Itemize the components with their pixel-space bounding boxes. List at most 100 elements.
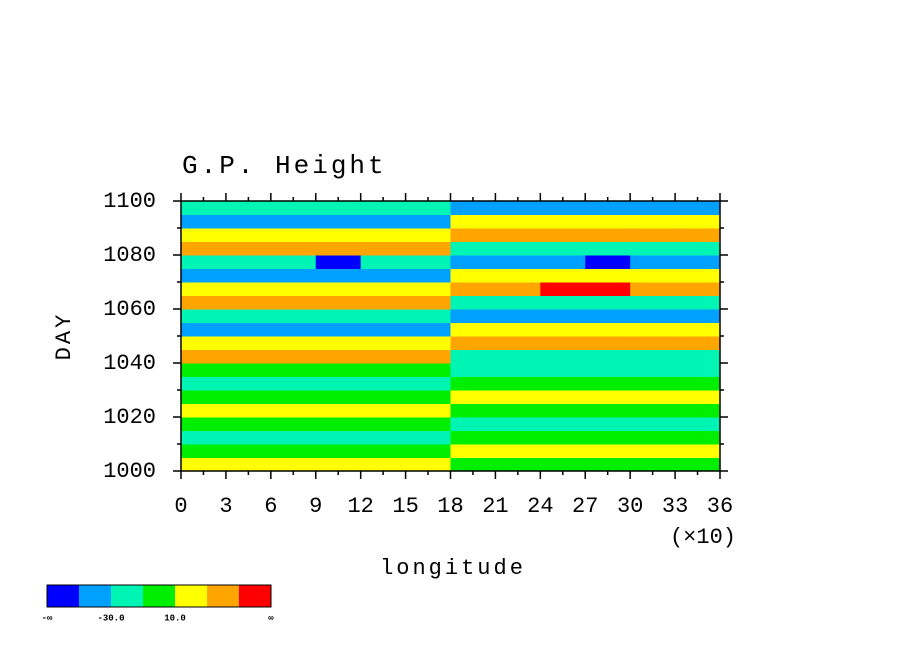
contour-cell	[450, 309, 496, 323]
contour-cell	[315, 201, 362, 215]
contour-cell	[585, 376, 631, 391]
contour-cell	[450, 444, 496, 458]
contour-cell	[450, 363, 496, 377]
contour-cell	[540, 376, 586, 391]
contour-cell	[225, 309, 272, 323]
contour-cell	[181, 363, 227, 377]
x-tick-label: 18	[437, 494, 463, 519]
contour-cell	[315, 282, 362, 296]
contour-cell	[225, 322, 272, 337]
contour-cell	[585, 444, 631, 458]
contour-cell	[315, 457, 362, 472]
contour-cell	[405, 282, 451, 296]
contour-cell	[360, 255, 407, 269]
contour-cell	[450, 430, 496, 445]
contour-cell	[360, 309, 407, 323]
contour-cell	[315, 336, 362, 350]
x-tick-label: 36	[707, 494, 733, 519]
contour-cell	[315, 430, 362, 445]
contour-cell	[225, 349, 272, 364]
contour-cell	[405, 363, 451, 377]
x-tick-label: 12	[347, 494, 373, 519]
contour-cell	[540, 282, 586, 296]
contour-cell	[495, 228, 541, 242]
contour-cell	[630, 444, 676, 458]
y-tick-label: 1040	[103, 351, 156, 376]
contour-cell	[585, 403, 631, 418]
contour-cell	[181, 430, 227, 445]
contour-cell	[630, 295, 676, 310]
contour-cell	[315, 403, 362, 418]
colorbar-label: ∞	[268, 613, 274, 623]
contour-cell	[270, 390, 317, 404]
contour-cell	[630, 241, 676, 256]
contour-cell	[495, 363, 541, 377]
contour-cell	[630, 403, 676, 418]
contour-cell	[225, 201, 272, 215]
contour-cell	[450, 403, 496, 418]
contour-cell	[540, 336, 586, 350]
contour-cell	[540, 214, 586, 229]
contour-cell	[630, 228, 676, 242]
contour-cell	[360, 403, 407, 418]
contour-cell	[540, 322, 586, 337]
contour-cell	[225, 228, 272, 242]
contour-cell	[405, 295, 451, 310]
contour-cell	[450, 457, 496, 472]
contour-cell	[630, 336, 676, 350]
contour-cell	[450, 241, 496, 256]
contour-cell	[675, 363, 721, 377]
colorbar-cell	[79, 585, 111, 607]
contour-cell	[405, 444, 451, 458]
contour-cell	[675, 336, 721, 350]
contour-cell	[270, 201, 317, 215]
colorbar-label: 10.0	[164, 613, 186, 623]
contour-cell	[450, 390, 496, 404]
contour-cell	[585, 201, 631, 215]
contour-cell	[270, 457, 317, 472]
contour-cell	[360, 336, 407, 350]
contour-cell	[405, 201, 451, 215]
contour-cell	[405, 322, 451, 337]
x-tick-label: 6	[264, 494, 277, 519]
contour-cell	[495, 241, 541, 256]
contour-cell	[585, 309, 631, 323]
contour-cell	[181, 390, 227, 404]
contour-cell	[405, 430, 451, 445]
x-tick-label: 30	[617, 494, 643, 519]
contour-cell	[225, 417, 272, 431]
contour-cell	[270, 363, 317, 377]
contour-cell	[675, 309, 721, 323]
contour-cell	[495, 201, 541, 215]
contour-cell	[225, 241, 272, 256]
contour-cell	[450, 417, 496, 431]
contour-cell	[360, 457, 407, 472]
contour-cell	[495, 214, 541, 229]
contour-cell	[225, 390, 272, 404]
contour-cell	[630, 214, 676, 229]
contour-cell	[181, 309, 227, 323]
contour-cell	[270, 349, 317, 364]
contour-cell	[360, 444, 407, 458]
contour-cell	[585, 268, 631, 283]
contour-cell	[630, 322, 676, 337]
contour-cell	[495, 403, 541, 418]
contour-cell	[270, 376, 317, 391]
contour-cell	[225, 457, 272, 472]
contour-cell	[181, 214, 227, 229]
contour-cell	[225, 295, 272, 310]
contour-cell	[270, 282, 317, 296]
contour-cell	[270, 241, 317, 256]
contour-cell	[495, 376, 541, 391]
contour-cell	[675, 255, 721, 269]
x-tick-label: 0	[174, 494, 187, 519]
contour-cell	[495, 255, 541, 269]
contour-cell	[585, 430, 631, 445]
contour-cell	[270, 255, 317, 269]
contour-cell	[540, 201, 586, 215]
y-tick-label: 1080	[103, 243, 156, 268]
contour-cell	[585, 282, 631, 296]
colorbar-label: -∞	[42, 613, 53, 623]
contour-cell	[225, 336, 272, 350]
